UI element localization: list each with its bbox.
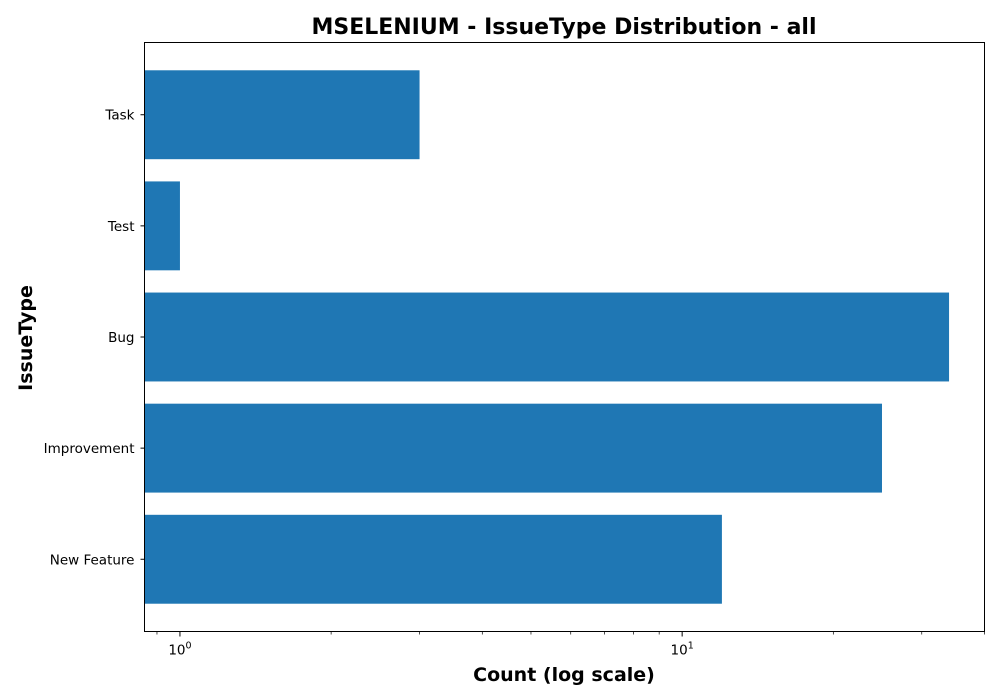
bars-layer (144, 70, 950, 604)
x-axis-ticks: 100 101 (156, 631, 985, 659)
y-tick-label: Test (107, 219, 135, 235)
x-axis-label: Count (log scale) (473, 664, 655, 686)
y-axis-ticks: Task Test Bug Improvement New Feature (44, 108, 145, 568)
bar-bug (144, 292, 950, 382)
y-axis-label: IssueType (15, 285, 37, 391)
x-tick-label: 100 (168, 641, 191, 659)
bar-test (144, 181, 180, 271)
bar-new-feature (144, 514, 722, 604)
bar-improvement (144, 403, 882, 493)
chart-title: MSELENIUM - IssueType Distribution - all (311, 15, 816, 40)
y-tick-label: Improvement (44, 441, 135, 457)
y-tick-label: New Feature (50, 552, 135, 568)
y-tick-label: Task (104, 108, 134, 124)
bar-task (144, 70, 420, 160)
x-tick-label: 101 (671, 641, 694, 659)
plot-frame (144, 42, 985, 632)
y-tick-label: Bug (108, 330, 134, 346)
